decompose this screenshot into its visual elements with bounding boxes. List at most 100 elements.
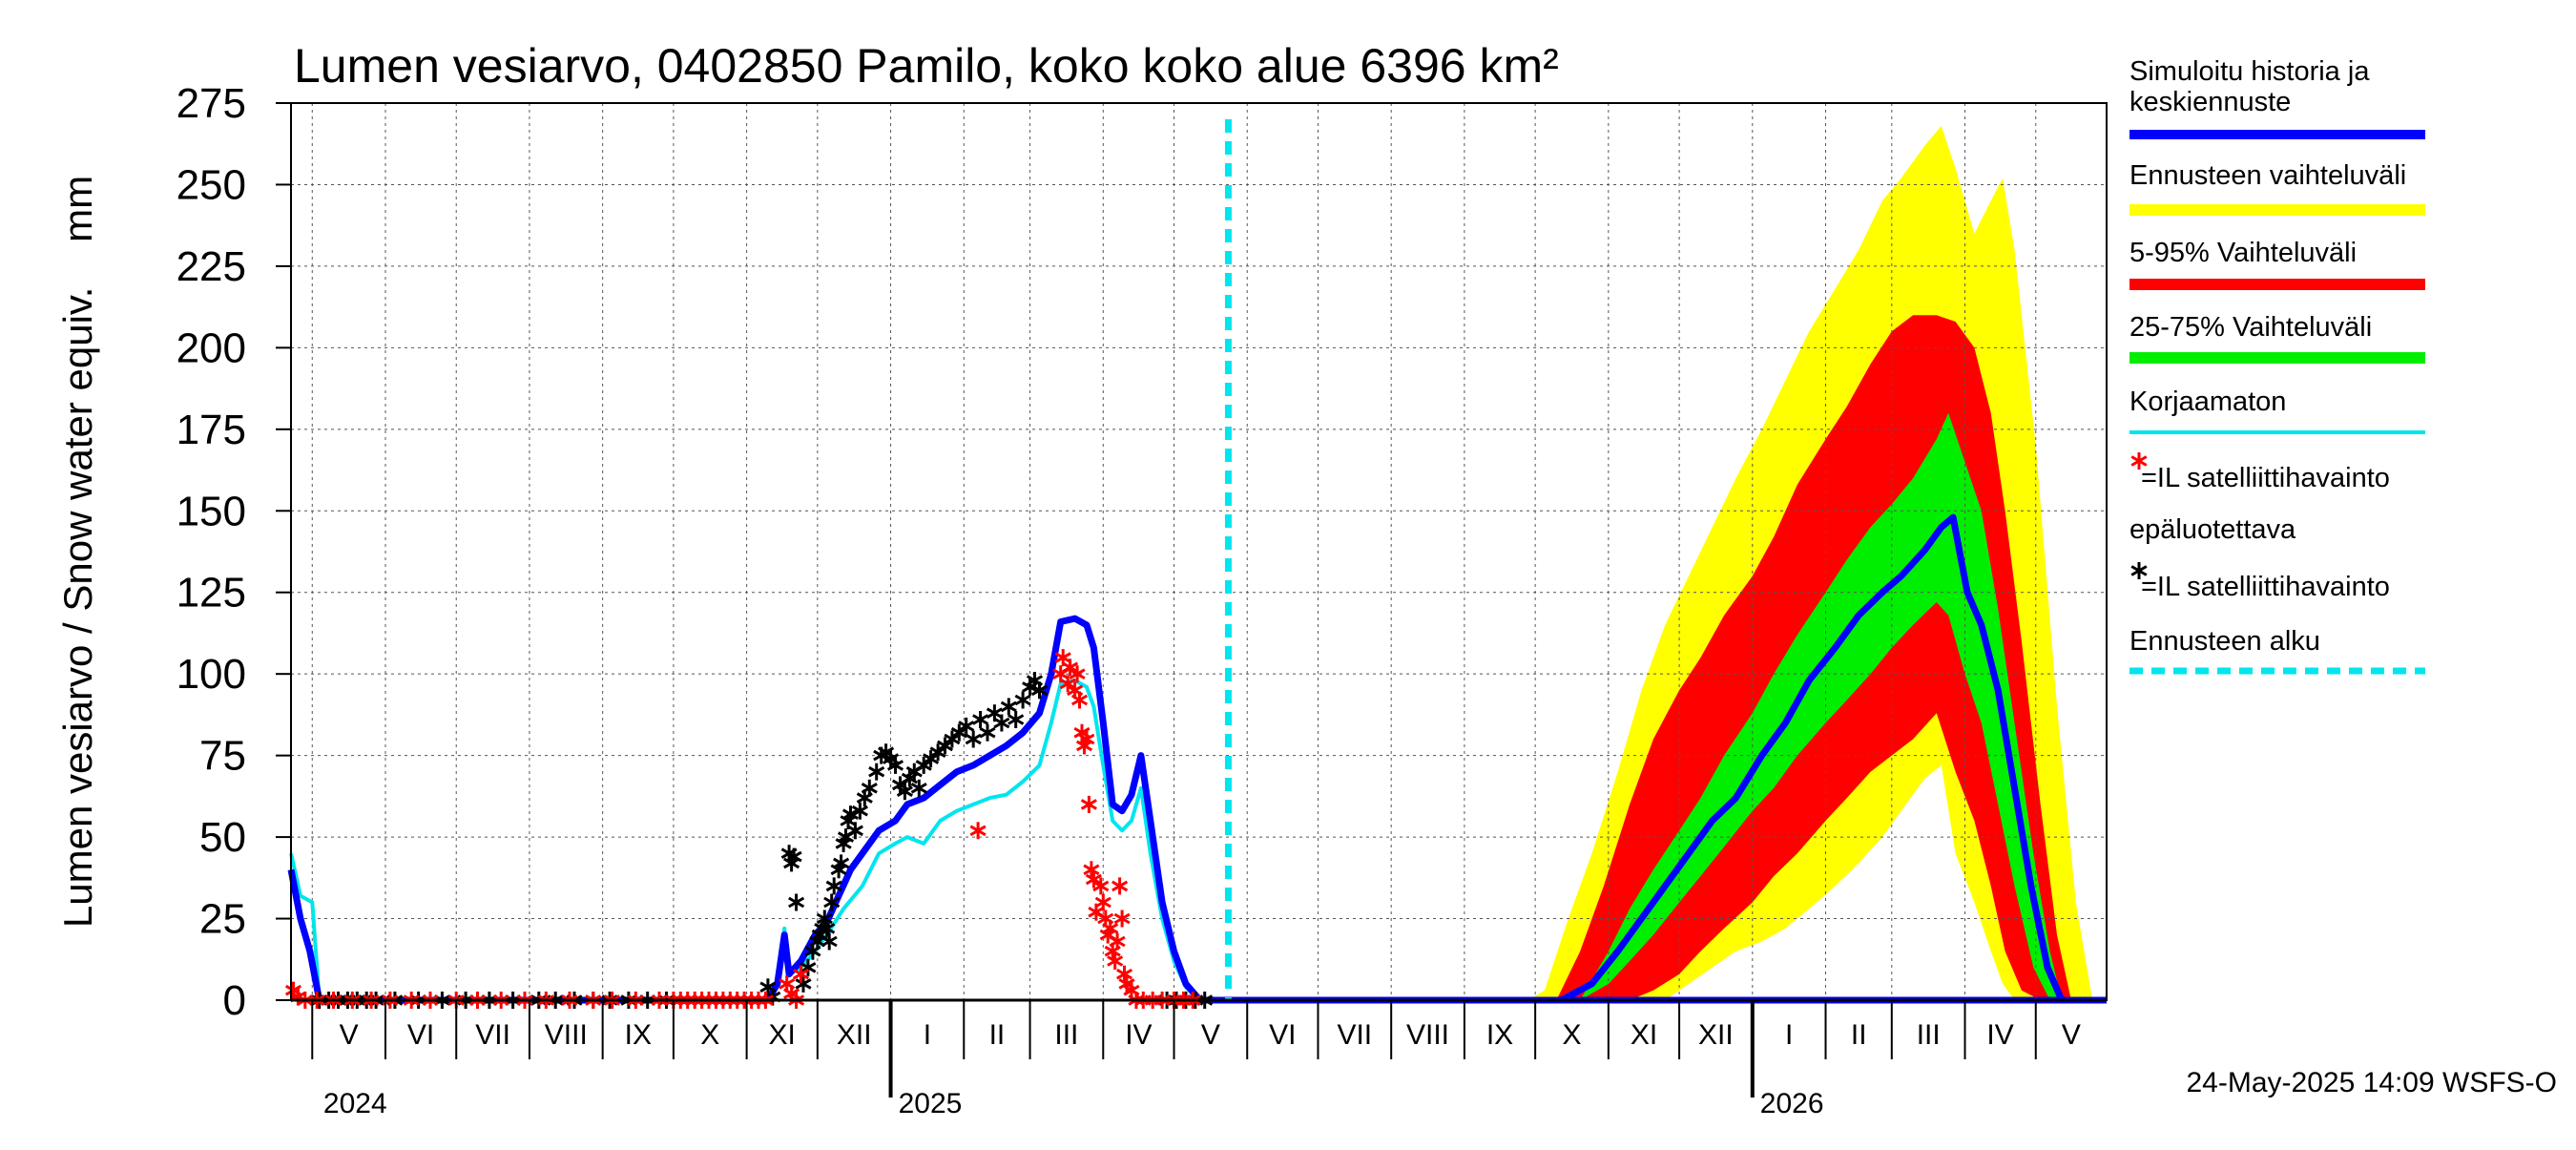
- grid-lines: [291, 102, 2107, 1000]
- simulated-history-line: [287, 615, 2107, 1004]
- legend-label-5b: epäluotettava: [2129, 514, 2296, 545]
- observation-marker-52: [886, 756, 904, 774]
- unreliable-observation-marker-60: [1109, 932, 1126, 951]
- observation-marker-75: [1030, 681, 1049, 700]
- observation-marker-33: [816, 910, 833, 928]
- unreliable-observation-marker-63: [1116, 965, 1133, 983]
- observation-marker-72: [1014, 691, 1031, 709]
- unreliable-observation-marker-50: [1083, 861, 1100, 879]
- observation-marker-44: [846, 822, 863, 840]
- unreliable-observation-marker-44: [1069, 665, 1086, 683]
- band-2: [1580, 412, 2062, 1000]
- observation-marker-37: [825, 877, 842, 895]
- x-month-label-14: VII: [1337, 1019, 1372, 1051]
- observation-marker-25: [785, 847, 802, 866]
- observation-marker-64: [958, 717, 975, 735]
- observation-marker-69: [993, 714, 1010, 732]
- x-month-label-23: IV: [1986, 1019, 2013, 1051]
- unreliable-observation-marker-53: [1092, 877, 1110, 895]
- x-month-label-4: IX: [625, 1019, 652, 1051]
- observation-marker-70: [1000, 698, 1017, 716]
- legend-label-3: 25-75% Vaihteluväli: [2129, 312, 2372, 343]
- legend-swatch-5: [2130, 452, 2148, 470]
- observation-marker-35: [821, 932, 838, 951]
- observation-marker-26: [788, 893, 805, 911]
- unreliable-observation-marker-49: [1080, 795, 1097, 813]
- x-month-label-0: V: [340, 1019, 359, 1051]
- x-month-label-5: X: [700, 1019, 719, 1051]
- y-tick-label-9: 225: [177, 243, 246, 290]
- observation-marker-36: [823, 893, 841, 911]
- x-month-label-20: I: [1785, 1019, 1793, 1051]
- x-year-label-0: 2024: [323, 1088, 387, 1119]
- unreliable-observation-marker-57: [1102, 919, 1119, 937]
- observation-marker-39: [833, 854, 850, 872]
- legend-label-1: Ennusteen vaihteluväli: [2129, 160, 2406, 191]
- observation-marker-59: [923, 750, 940, 768]
- x-month-label-18: XI: [1631, 1019, 1657, 1051]
- mean-forecast-line: [1228, 513, 2107, 1004]
- observation-marker-43: [841, 805, 860, 824]
- observation-marker-71: [1008, 711, 1025, 728]
- legend-label-2: 5-95% Vaihteluväli: [2129, 238, 2357, 268]
- observation-marker-54: [896, 783, 913, 801]
- unreliable-observation-marker-48: [1078, 730, 1095, 748]
- unreliable-observation-marker-42: [1062, 659, 1079, 677]
- y-tick-label-4: 100: [177, 651, 246, 698]
- y-tick-label-3: 75: [199, 733, 246, 780]
- observation-marker-62: [944, 730, 961, 748]
- y-tick-label-1: 25: [199, 896, 246, 943]
- y-tick-label-6: 150: [177, 488, 246, 534]
- unreliable-observation-marker-45: [1070, 691, 1089, 709]
- x-month-label-6: XI: [769, 1019, 796, 1051]
- x-month-label-1: VI: [407, 1019, 434, 1051]
- x-month-label-13: VI: [1269, 1019, 1296, 1051]
- unreliable-observation-marker-54: [1094, 893, 1111, 911]
- x-month-label-24: V: [2062, 1019, 2081, 1051]
- timestamp: 24-May-2025 14:09 WSFS-O: [2187, 1067, 2558, 1098]
- legend-label-6: =IL satelliittihavainto: [2141, 572, 2390, 602]
- x-month-label-3: VIII: [545, 1019, 588, 1051]
- x-month-label-11: IV: [1125, 1019, 1152, 1051]
- x-month-label-19: XII: [1698, 1019, 1734, 1051]
- y-axis-label: Lumen vesiarvo / Snow water equiv. mm: [55, 176, 100, 928]
- legend-label-0b: keskiennuste: [2129, 87, 2291, 117]
- observation-marker-63: [950, 723, 967, 742]
- observation-marker-28: [800, 958, 817, 976]
- x-month-label-12: V: [1201, 1019, 1220, 1051]
- observation-marker-60: [929, 743, 946, 762]
- observation-marker-66: [972, 711, 989, 728]
- unreliable-observation-marker-61: [1111, 877, 1129, 895]
- unreliable-observation-marker-37: [792, 965, 810, 983]
- y-tick-label-2: 50: [199, 814, 246, 861]
- x-month-label-15: VIII: [1406, 1019, 1449, 1051]
- x-year-label-1: 2025: [899, 1088, 963, 1119]
- legend-label-5a: =IL satelliittihavainto: [2141, 463, 2390, 493]
- observation-marker-27: [795, 974, 812, 993]
- y-tick-label-5: 125: [177, 570, 246, 617]
- x-month-label-10: III: [1054, 1019, 1078, 1051]
- legend-label-4: Korjaamaton: [2129, 387, 2286, 417]
- y-tick-label-7: 175: [177, 407, 246, 453]
- x-month-label-2: VII: [475, 1019, 510, 1051]
- chart-title: Lumen vesiarvo, 0402850 Pamilo, koko kok…: [294, 39, 1559, 93]
- x-month-label-21: II: [1851, 1019, 1867, 1051]
- y-tick-label-0: 0: [223, 977, 246, 1024]
- x-month-label-9: II: [989, 1019, 1006, 1051]
- x-month-label-7: XII: [837, 1019, 872, 1051]
- x-month-label-17: X: [1562, 1019, 1581, 1051]
- series-lines: [287, 119, 2107, 1004]
- legend-label-0a: Simuloitu historia ja: [2129, 56, 2370, 87]
- plot-frame: [290, 102, 2108, 1002]
- y-tick-label-10: 250: [177, 161, 246, 208]
- forecast-bands: [1527, 125, 2093, 1000]
- unreliable-observation-marker-41: [1059, 675, 1076, 693]
- legend-swatch-6: [2130, 562, 2148, 579]
- y-tick-label-8: 200: [177, 324, 246, 371]
- x-month-label-8: I: [924, 1019, 931, 1051]
- legend-label-7: Ennusteen alku: [2129, 626, 2320, 657]
- x-year-label-2: 2026: [1760, 1088, 1824, 1119]
